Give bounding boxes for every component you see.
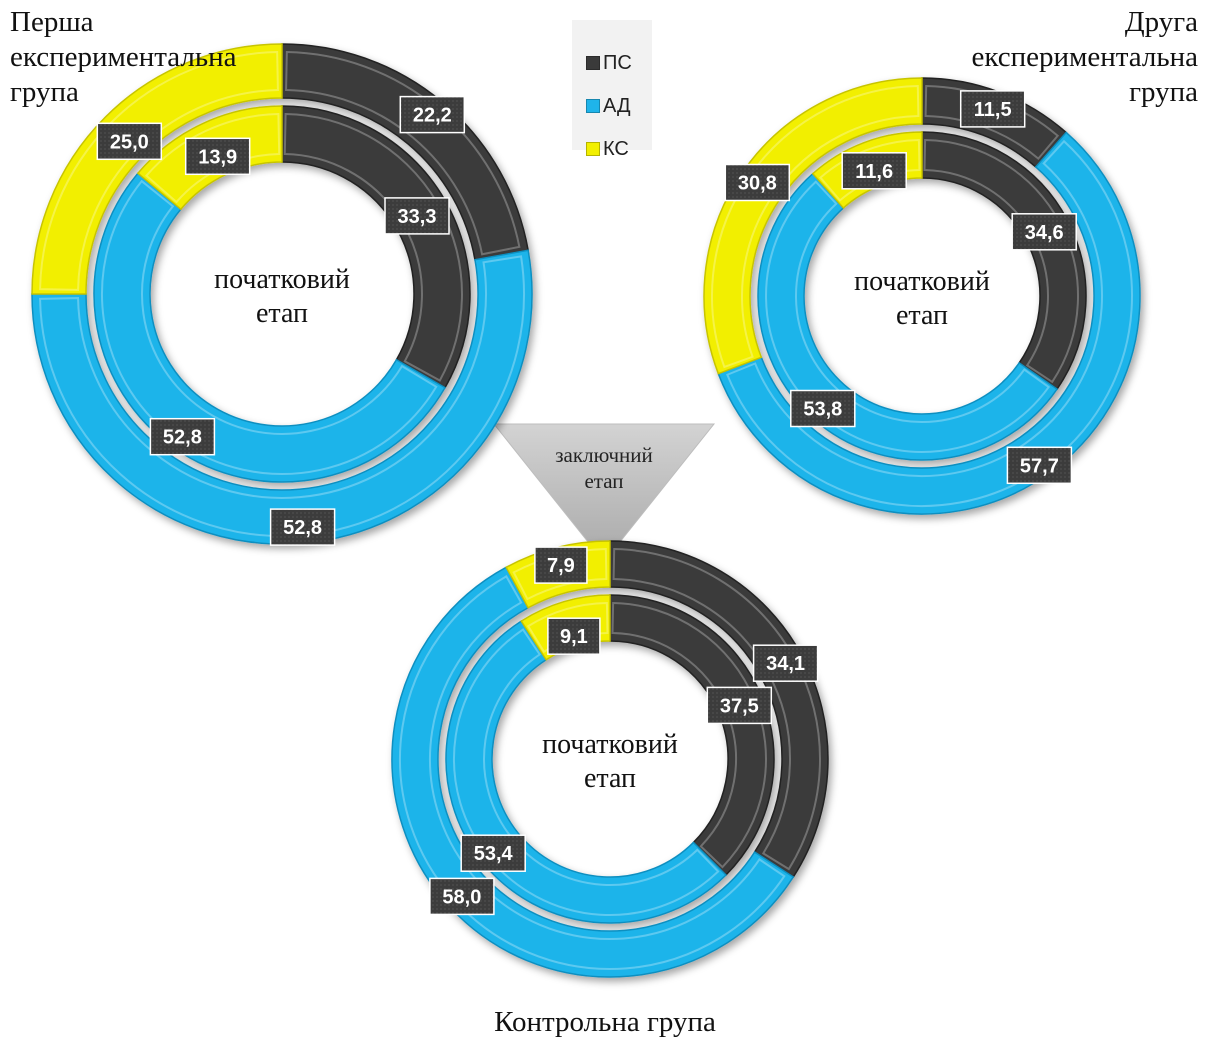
final-stage-label: заключний етап: [555, 443, 653, 493]
second-group-outer-label-ks: 30,8: [738, 173, 777, 195]
control-group-title: Контрольна група: [494, 1006, 716, 1038]
first-group-outer-label-ks-box: [96, 122, 163, 161]
control-group-outer-label-ks: 7,9: [547, 555, 575, 577]
first-group-title: Перша експериментальна група: [10, 6, 237, 108]
second-group-inner-label-ad: 53,8: [803, 399, 842, 421]
legend-swatch-ad: [586, 99, 600, 113]
second-group-inner-label-ks: 11,6: [855, 161, 893, 183]
legend-item-ps: ПС: [586, 52, 632, 74]
legend-label-ks: КС: [603, 137, 629, 160]
second-group-inner-bevel-ps: [923, 139, 1079, 384]
control-group-outer-label-ps-box: [752, 644, 819, 682]
control-group-outer-label-ps: 34,1: [766, 653, 805, 675]
second-group-inner-bevel-ad: [765, 180, 1051, 453]
first-group-outer-label-ad: 52,8: [283, 517, 322, 539]
first-group-outer-bevel-ad: [39, 255, 526, 538]
second-group-outer-label-ps-box: [959, 90, 1026, 128]
second-group-outer-slice-ks: [703, 77, 923, 375]
first-group-center-label: початковий етап: [214, 264, 350, 329]
second-group-inner-slice-ad: [757, 172, 1059, 461]
control-group-outer-bevel-ps: [612, 548, 821, 871]
second-group-outer-bevel-ad: [726, 139, 1133, 507]
control-group-inner-bevel-ps: [611, 602, 767, 869]
legend-swatch-ps: [586, 56, 600, 70]
control-group-center-label: початковий етап: [542, 729, 678, 794]
first-group-inner-bevel-ks: [144, 113, 281, 204]
legend: ПС АД КС: [572, 20, 652, 160]
second-group-outer-label-ad: 57,7: [1020, 455, 1059, 477]
control-group-inner-label-ks-box: [547, 617, 601, 655]
first-group-inner-label-ad: 52,8: [163, 427, 202, 449]
legend-label-ad: АД: [603, 94, 631, 117]
control-group-outer-label-ad: 58,0: [442, 886, 481, 908]
control-group-inner-slice-ps: [609, 594, 775, 877]
control-group-outer-label-ad-box: [429, 877, 495, 916]
second-group-inner-label-ks-box: [841, 152, 907, 190]
control-group-outer-label-ks-box: [534, 546, 588, 584]
legend-item-ks: КС: [586, 138, 629, 160]
second-group-outer-label-ad-box: [1006, 446, 1073, 485]
first-group-donut: [31, 43, 533, 545]
control-group-outer-bevel-ad: [399, 575, 786, 971]
first-group-inner-bevel-ad: [100, 179, 438, 475]
first-group-outer-bevel-ks: [39, 51, 279, 291]
second-group-center-label: початковий етап: [854, 266, 990, 331]
second-group-outer-slice-ad: [717, 131, 1141, 515]
first-group-inner-label-ks: 13,9: [198, 146, 237, 168]
control-group-inner-label-ad: 53,4: [474, 843, 514, 865]
control-group-inner-bevel-ad: [452, 628, 720, 916]
first-group-outer-label-ps: 22,2: [413, 105, 452, 127]
legend-item-ad: АД: [586, 95, 631, 117]
control-group-inner-label-ps-box: [706, 686, 773, 725]
first-group-inner-slice-ps: [281, 105, 471, 389]
second-group-title: Друга експериментальна група: [971, 6, 1198, 108]
first-group-inner-bevel-ps: [283, 113, 463, 382]
legend-label-ps: ПС: [603, 51, 632, 74]
second-group-inner-label-ps-box: [1011, 213, 1077, 251]
first-group-inner-slice-ad: [93, 172, 447, 483]
second-group-inner-label-ad-box: [790, 389, 856, 428]
first-group-outer-label-ad-box: [269, 508, 336, 546]
control-group-inner-label-ks: 9,1: [560, 626, 588, 648]
legend-swatch-ks: [586, 142, 600, 156]
first-group-outer-slice-ad: [31, 249, 533, 545]
second-group-outer-label-ks-box: [724, 163, 791, 202]
first-group-outer-label-ps-box: [399, 95, 466, 134]
final-stage-marker: [492, 423, 716, 563]
control-group-inner-label-ad-box: [460, 834, 526, 872]
first-group-inner-label-ks-box: [184, 137, 251, 176]
first-group-outer-bevel-ps: [285, 51, 521, 256]
control-group-inner-label-ps: 37,5: [720, 695, 759, 717]
first-group-outer-label-ks: 25,0: [110, 131, 149, 153]
first-group-inner-label-ps: 33,3: [398, 206, 437, 228]
first-group-outer-slice-ks: [31, 43, 283, 295]
second-group-inner-label-ps: 34,6: [1025, 222, 1064, 244]
second-group-outer-label-ps: 11,5: [974, 99, 1012, 121]
second-group-outer-bevel-ks: [710, 85, 920, 369]
control-group-outer-slice-ad: [391, 566, 795, 978]
first-group-inner-label-ad-box: [149, 417, 216, 456]
first-group-inner-label-ps-box: [384, 197, 450, 235]
